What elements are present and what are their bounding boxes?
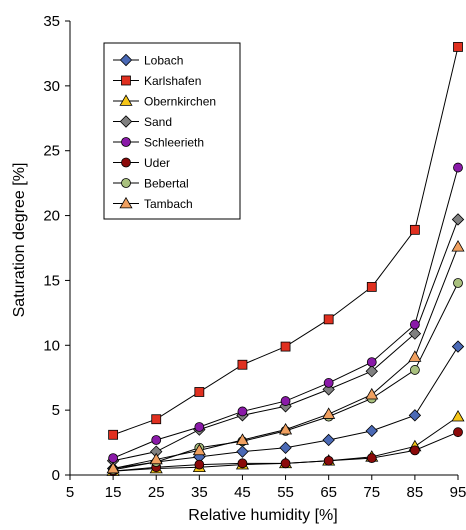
x-tick-label: 45 xyxy=(234,484,251,501)
data-point-lobach xyxy=(451,340,465,353)
legend-marker-obernkirchen xyxy=(119,94,133,106)
data-point-karlshafen xyxy=(280,341,291,352)
y-tick-label: 10 xyxy=(43,337,60,354)
data-point-tambach xyxy=(235,433,249,445)
y-tick-label: 20 xyxy=(43,208,60,225)
legend-marker-bebertal xyxy=(121,178,131,188)
data-point-schleerieth xyxy=(280,396,291,406)
x-axis-label: Relative humidity [%] xyxy=(188,507,337,524)
data-point-uder xyxy=(237,458,248,469)
x-tick-label: 25 xyxy=(148,484,165,501)
legend-marker-karlshafen xyxy=(121,75,131,86)
y-tick-label: 0 xyxy=(52,467,60,484)
data-point-schleerieth xyxy=(366,357,377,368)
data-point-lobach xyxy=(365,424,378,438)
data-point-karlshafen xyxy=(453,42,463,52)
legend-label-obernkirchen: Obernkirchen xyxy=(144,95,216,109)
data-point-sand xyxy=(451,213,465,226)
legend-label-schleerieth: Schleerieth xyxy=(144,136,204,150)
data-point-lobach xyxy=(236,445,249,458)
data-point-schleerieth xyxy=(194,422,205,432)
data-point-schleerieth xyxy=(151,435,162,445)
data-point-uder xyxy=(280,458,291,469)
data-point-karlshafen xyxy=(237,359,248,370)
data-point-karlshafen xyxy=(366,282,377,292)
data-point-karlshafen xyxy=(194,387,205,397)
data-point-bebertal xyxy=(453,278,463,288)
data-point-schleerieth xyxy=(453,162,463,173)
y-tick-label: 5 xyxy=(52,402,60,419)
data-point-schleerieth xyxy=(323,378,334,388)
data-point-sand xyxy=(408,327,422,340)
x-tick-label: 85 xyxy=(407,484,424,501)
x-tick-label: 55 xyxy=(277,484,294,501)
data-point-schleerieth xyxy=(409,319,420,330)
legend-label-bebertal: Bebertal xyxy=(144,177,189,191)
data-point-lobach xyxy=(279,441,292,454)
legend-box xyxy=(103,42,241,220)
legend-label-uder: Uder xyxy=(144,156,170,170)
data-point-tambach xyxy=(149,452,163,465)
data-point-uder xyxy=(323,455,334,466)
x-tick-label: 5 xyxy=(66,484,74,501)
x-tick-label: 35 xyxy=(191,484,208,501)
legend-label-karlshafen: Karlshafen xyxy=(144,74,201,88)
data-point-lobach xyxy=(408,409,422,422)
data-point-tambach xyxy=(408,350,422,362)
x-tick-label: 95 xyxy=(450,484,466,501)
legend-label-tambach: Tambach xyxy=(144,197,193,211)
y-tick-label: 15 xyxy=(43,272,60,289)
y-tick-label: 30 xyxy=(43,78,60,95)
data-point-uder xyxy=(453,427,463,438)
legend-label-lobach: Lobach xyxy=(144,54,183,68)
y-tick-label: 25 xyxy=(43,143,60,160)
data-point-uder xyxy=(194,459,205,470)
data-point-tambach xyxy=(365,387,379,400)
data-point-karlshafen xyxy=(151,414,162,425)
data-point-karlshafen xyxy=(108,429,119,440)
legend-marker-sand xyxy=(119,115,133,128)
legend-marker-lobach xyxy=(119,53,133,67)
data-point-schleerieth xyxy=(108,453,119,464)
data-point-uder xyxy=(409,445,420,456)
data-point-sand xyxy=(365,365,378,378)
legend-label-sand: Sand xyxy=(144,115,172,129)
data-point-tambach xyxy=(106,461,120,474)
data-point-lobach xyxy=(322,433,335,447)
legend-marker-uder xyxy=(121,157,131,168)
legend: Lobach Karlshafen Obernkirchen Sand Schleeri… xyxy=(103,42,241,220)
data-point-karlshafen xyxy=(409,224,420,235)
x-tick-label: 65 xyxy=(320,484,337,501)
data-point-obernkirchen xyxy=(451,409,465,422)
data-point-bebertal xyxy=(409,365,420,375)
series-markers xyxy=(106,42,465,477)
y-axis-label: Saturation degree [%] xyxy=(11,163,28,318)
legend-marker-tambach xyxy=(119,196,133,209)
data-point-tambach xyxy=(279,422,293,435)
x-tick-label: 75 xyxy=(363,484,380,501)
data-point-tambach xyxy=(192,443,206,456)
data-point-tambach xyxy=(322,407,336,419)
data-point-tambach xyxy=(451,240,465,252)
data-point-karlshafen xyxy=(323,314,334,325)
data-point-schleerieth xyxy=(237,406,248,417)
legend-marker-schleerieth xyxy=(121,137,131,147)
x-tick-label: 15 xyxy=(105,484,122,501)
data-point-uder xyxy=(366,453,377,464)
axes xyxy=(69,21,458,476)
y-tick-label: 35 xyxy=(43,13,60,30)
